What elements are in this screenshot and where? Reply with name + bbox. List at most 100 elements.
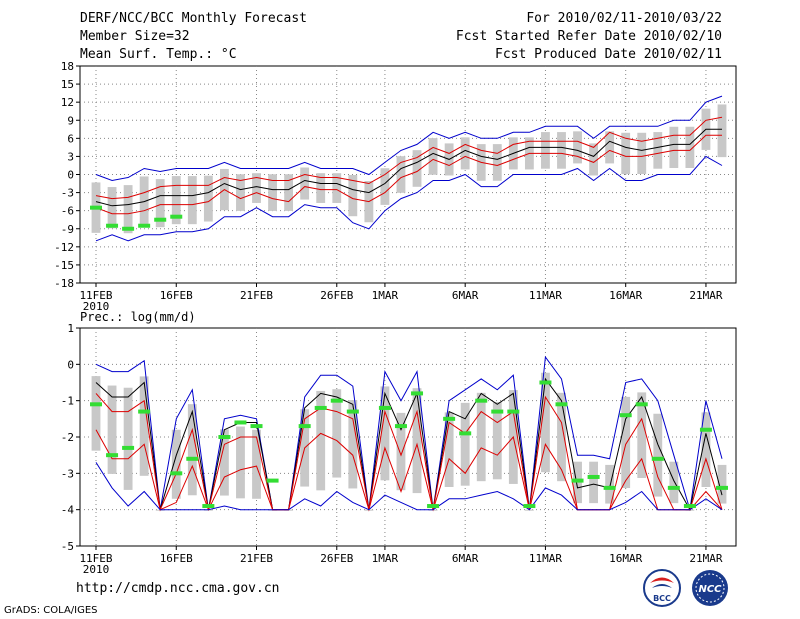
series-ensemble-min [95, 155, 723, 242]
observed-marker [507, 409, 520, 414]
spread-bar [605, 464, 615, 504]
spread-bar [396, 156, 406, 193]
spread-bar [412, 150, 422, 187]
observed-marker [443, 416, 456, 421]
observed-marker [699, 427, 712, 432]
observed-marker [122, 226, 135, 231]
y-tick-label: -15 [54, 259, 74, 272]
member-size: Member Size=32 [80, 29, 190, 44]
series-ensemble-min [95, 462, 723, 511]
y-tick-label: 3 [67, 150, 74, 163]
spread-bar [219, 429, 229, 496]
spread-bar [107, 187, 117, 229]
series-ensemble-max [95, 95, 723, 182]
x-tick-label: 16FEB [160, 289, 193, 302]
logo-group: BCC NCC [643, 569, 728, 607]
series-mean-spread [95, 393, 723, 512]
x-tick-label: 26FEB [320, 552, 353, 565]
x-tick-label: 21MAR [689, 289, 722, 302]
observed-marker [234, 420, 247, 425]
y-tick-label: 15 [61, 78, 74, 91]
y-tick-label: -6 [61, 205, 74, 218]
y-tick-label: 0 [67, 358, 74, 371]
y-tick-label: 9 [67, 114, 74, 127]
y-tick-label: 0 [67, 169, 74, 182]
spread-bar [236, 174, 245, 211]
spread-bar [252, 173, 261, 203]
x-tick-label: 16MAR [609, 289, 642, 302]
series-ensemble-max [95, 355, 723, 511]
spread-bar [476, 392, 486, 482]
observed-marker [571, 478, 584, 483]
spread-bar [589, 461, 599, 504]
observed-marker [346, 409, 359, 414]
spread-bar [187, 404, 197, 496]
observed-marker [138, 409, 151, 414]
x-tick-label: 6MAR [452, 552, 479, 565]
series-mean-spread [95, 134, 722, 215]
spread-bar [669, 126, 679, 168]
y-tick-label: 12 [61, 96, 74, 109]
spread-bar [605, 131, 615, 164]
observed-marker [523, 504, 536, 509]
spread-bar [621, 132, 631, 175]
y-tick-label: -18 [54, 277, 74, 290]
year-label: 2010 [83, 563, 110, 576]
spread-bar [396, 412, 406, 491]
x-tick-label: 21FEB [240, 289, 273, 302]
y-tick-label: 1 [67, 322, 74, 335]
spread-bar [669, 461, 679, 504]
spread-bar [332, 389, 342, 478]
forecast-period: For 2010/02/11-2010/03/22 [526, 11, 722, 26]
spread-bar [155, 179, 165, 228]
observed-marker [475, 398, 488, 403]
observed-marker [378, 405, 391, 410]
panel-temperature: -18 -15 -12 -9 -6 -3 0 3 6 9 12 15 18 11FEB 16FEB 21FEB… [54, 60, 737, 313]
source-url[interactable]: http://cmdp.ncc.cma.gov.cn [76, 581, 280, 596]
x-tick-label: 21FEB [240, 552, 273, 565]
observed-marker [170, 214, 183, 219]
spread-bar [621, 396, 631, 489]
spread-bar [653, 413, 663, 497]
observed-marker [154, 217, 167, 222]
observed-marker [667, 485, 680, 490]
x-tick-label: 11FEB [79, 289, 112, 302]
x-tick-label: 16FEB [160, 552, 193, 565]
observed-marker [587, 474, 600, 479]
spread-bar [541, 372, 550, 473]
spread-bar [637, 132, 647, 175]
x-tick-label: 1MAR [372, 552, 399, 565]
spread-bar [412, 388, 422, 494]
spread-bar [541, 132, 550, 169]
y-tick-label: -4 [61, 504, 75, 517]
spread-bar [717, 464, 727, 504]
ncc-logo: NCC [692, 570, 728, 606]
spread-bar [332, 173, 342, 203]
observed-marker [683, 504, 696, 509]
grads-credit: GrADS: COLA/IGES [4, 605, 98, 616]
observed-marker [90, 205, 102, 210]
spread-bar [685, 126, 695, 168]
observed-marker [122, 445, 135, 450]
spread-bar [444, 412, 454, 487]
observed-marker [90, 402, 102, 407]
spread-bar [637, 392, 647, 478]
observed-marker [330, 398, 343, 403]
observed-marker [411, 391, 424, 396]
spread-bar [91, 376, 101, 451]
spread-bar [139, 376, 149, 476]
observed-marker [202, 504, 215, 509]
spread-bar [171, 429, 181, 499]
observed-marker [106, 223, 119, 228]
observed-marker [603, 485, 616, 490]
panel-precipitation: -5 -4 -3 -2 -1 0 1 11FEB 16FEB 21FEB 26FEB 1MAR 6MAR… [61, 322, 737, 576]
observed-marker [250, 424, 263, 429]
spread-bar [123, 387, 133, 490]
chart-title: DERF/NCC/BCC Monthly Forecast [80, 11, 307, 26]
y-tick-label: -12 [54, 241, 74, 254]
variable-label: Mean Surf. Temp.: °C [80, 47, 237, 62]
y-tick-label: 6 [67, 132, 74, 145]
x-tick-label: 1MAR [372, 289, 399, 302]
x-tick-label: 11MAR [529, 289, 562, 302]
